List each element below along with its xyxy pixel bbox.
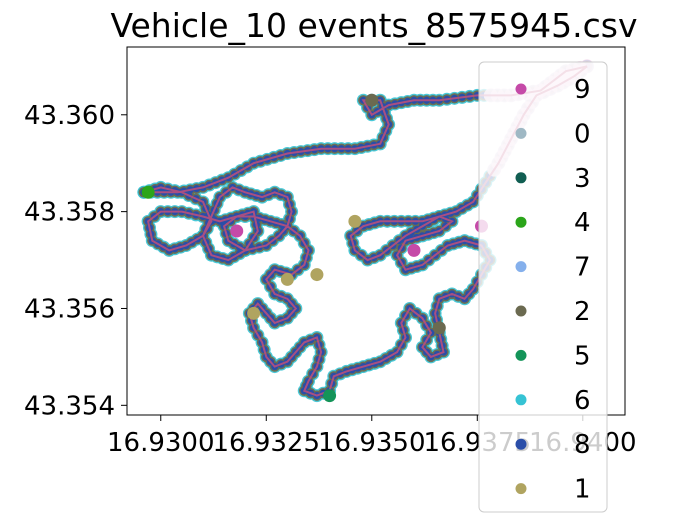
legend: 9 0 3 4 7 2 5 6 8 1	[478, 61, 608, 513]
legend-label: 6	[574, 386, 591, 416]
plot-frame	[126, 46, 626, 416]
x-tick-label: 16.9325	[213, 428, 321, 458]
highlight-point-2	[365, 93, 379, 107]
x-tick-label: 16.9300	[107, 428, 215, 458]
y-tick-label: 43.356	[24, 294, 115, 324]
highlight-point-1	[310, 268, 324, 282]
legend-label: 7	[574, 253, 591, 283]
legend-marker	[515, 261, 527, 273]
legend-item-1: 1	[515, 475, 591, 505]
legend-item-3: 3	[515, 164, 591, 194]
highlight-point-5	[323, 389, 337, 403]
y-tick-label: 43.358	[24, 198, 115, 228]
legend-item-8: 8	[515, 430, 591, 460]
highlight-point-1	[348, 214, 362, 228]
legend-item-9: 9	[515, 75, 591, 105]
highlight-point-1	[247, 306, 261, 320]
legend-marker	[515, 438, 527, 450]
legend-item-4: 4	[515, 208, 591, 238]
legend-marker	[515, 216, 527, 228]
legend-label: 4	[574, 208, 591, 238]
legend-marker	[515, 127, 527, 139]
legend-item-2: 2	[515, 297, 591, 327]
legend-label: 3	[574, 164, 591, 194]
legend-item-7: 7	[515, 253, 591, 283]
legend-label: 2	[574, 297, 591, 327]
chart-title: Vehicle_10 events_8575945.csv	[110, 6, 637, 45]
legend-label: 9	[574, 75, 591, 105]
legend-marker	[515, 483, 527, 495]
legend-label: 0	[574, 119, 591, 149]
highlight-point-9	[230, 224, 244, 238]
highlight-point-1	[280, 272, 294, 286]
y-tick-label: 43.354	[24, 391, 115, 421]
x-tick-label: 16.9350	[318, 428, 426, 458]
legend-marker	[515, 394, 527, 406]
y-tick-label: 43.360	[24, 101, 115, 131]
legend-marker	[515, 83, 527, 95]
legend-marker	[515, 172, 527, 184]
legend-label: 8	[574, 430, 591, 460]
legend-label: 5	[574, 341, 591, 371]
highlight-point-4	[141, 185, 155, 199]
legend-item-6: 6	[515, 386, 591, 416]
legend-marker	[515, 305, 527, 317]
legend-marker	[515, 349, 527, 361]
highlight-point-9	[407, 243, 421, 257]
highlight-point-2	[432, 321, 446, 335]
legend-label: 1	[574, 475, 591, 505]
legend-item-5: 5	[515, 341, 591, 371]
legend-item-0: 0	[515, 119, 591, 149]
legend-box	[478, 61, 608, 513]
